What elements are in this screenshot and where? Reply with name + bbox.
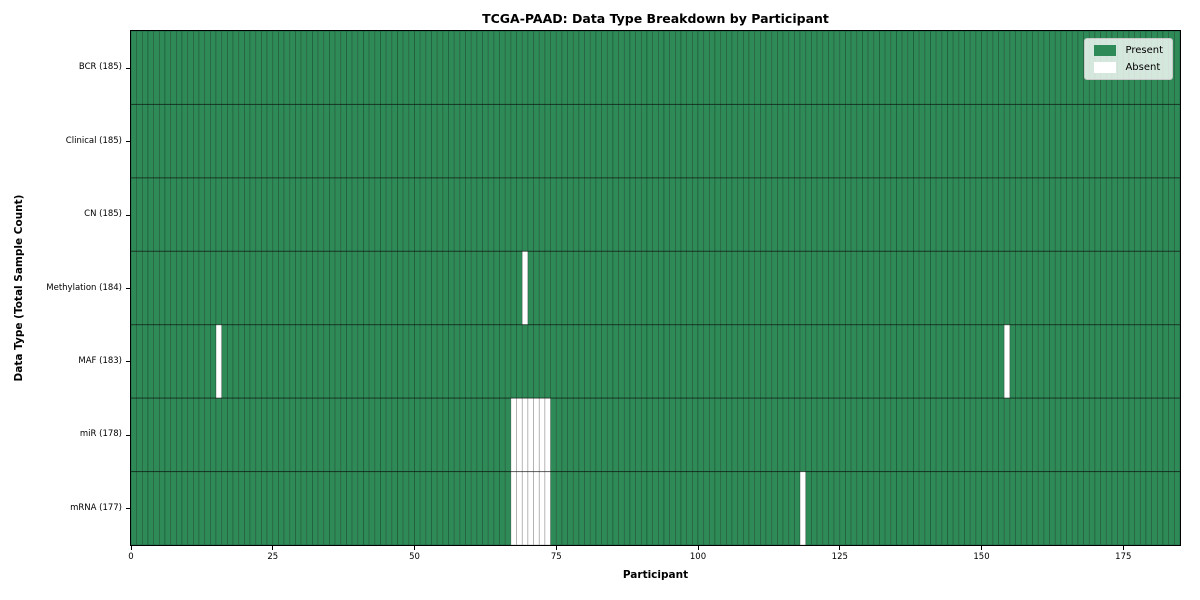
y-tick-mark: [126, 361, 130, 363]
heatmap-svg: [131, 31, 1180, 545]
x-tick-mark: [555, 546, 557, 550]
legend-label-absent: Absent: [1125, 62, 1161, 73]
x-tick-mark: [839, 546, 841, 550]
legend-item-present: Present: [1094, 45, 1163, 56]
y-tick-mark: [126, 434, 130, 436]
legend: Present Absent: [1084, 38, 1173, 80]
plot-area: Present Absent: [130, 30, 1181, 546]
x-tick-mark: [272, 546, 274, 550]
x-tick-label-25: 25: [267, 552, 279, 562]
x-tick-label-50: 50: [409, 552, 420, 562]
y-tick-mark: [126, 288, 130, 289]
x-tick-label-150: 150: [973, 552, 990, 562]
y-tick-mark: [126, 141, 130, 143]
y-tick-mark: [126, 67, 130, 69]
y-tick-label-Methylation: Methylation (184): [46, 282, 122, 293]
x-tick-mark: [414, 546, 415, 550]
y-tick-label-MAF: MAF (183): [78, 355, 122, 366]
x-tick-mark: [130, 546, 132, 550]
x-tick-mark: [981, 546, 982, 550]
x-tick-mark: [697, 546, 699, 550]
legend-item-absent: Absent: [1094, 62, 1163, 73]
y-tick-label-CN: CN (185): [84, 209, 122, 220]
y-tick-label-Clinical: Clinical (185): [65, 135, 122, 146]
x-tick-label-0: 0: [128, 552, 134, 562]
x-tick-label-175: 175: [1115, 552, 1132, 562]
y-tick-mark: [126, 508, 130, 510]
x-axis-label: Participant: [622, 569, 689, 581]
y-tick-mark: [126, 214, 130, 216]
legend-swatch-absent-icon: [1094, 62, 1117, 73]
x-tick-label-100: 100: [689, 552, 707, 562]
y-tick-label-mRNA: mRNA (177): [70, 502, 122, 513]
y-tick-label-miR: miR (178): [79, 429, 122, 440]
y-tick-label-BCR: BCR (185): [78, 62, 122, 73]
chart-title: TCGA-PAAD: Data Type Breakdown by Partic…: [482, 11, 829, 26]
x-tick-mark: [1122, 546, 1124, 550]
x-tick-label-125: 125: [831, 552, 848, 562]
legend-swatch-present-icon: [1094, 45, 1117, 56]
x-tick-label-75: 75: [550, 552, 562, 562]
legend-label-present: Present: [1125, 45, 1163, 56]
